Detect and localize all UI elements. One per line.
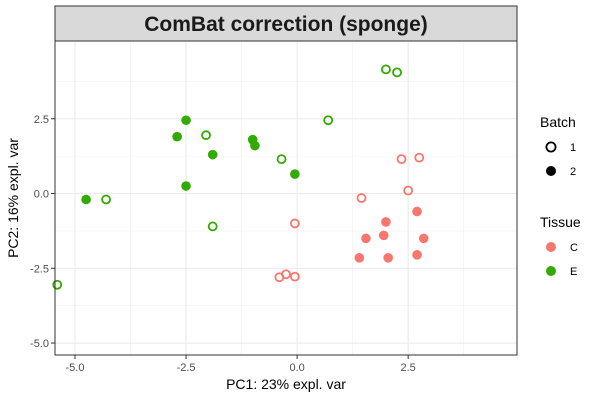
data-point [101, 194, 111, 205]
data-point [207, 221, 218, 232]
legend-label-batch-2: 2 [570, 166, 576, 178]
legend-key-tissue-e [546, 266, 556, 276]
data-point [207, 149, 218, 160]
data-point [172, 131, 182, 142]
data-point [201, 130, 211, 141]
data-point [418, 233, 429, 244]
x-tick-label: 0.0 [289, 362, 304, 374]
data-point [250, 140, 260, 151]
x-tick-label: -2.5 [177, 362, 196, 374]
y-tick-label: 0.0 [34, 189, 49, 201]
legend-label-tissue-c: C [570, 242, 578, 254]
data-point [381, 64, 391, 75]
x-axis-title: PC1: 23% expl. var [226, 376, 346, 392]
data-point [181, 181, 191, 191]
data-point [396, 154, 407, 165]
plot-panel [54, 40, 518, 356]
data-point [412, 250, 422, 260]
data-point [289, 218, 300, 229]
data-points [52, 64, 429, 290]
y-tick-label: -5.0 [30, 338, 49, 350]
legend-title-tissue: Tissue [540, 214, 581, 230]
data-point [412, 206, 422, 217]
data-point [361, 233, 371, 244]
data-point [181, 115, 191, 126]
data-point [52, 279, 63, 290]
y-axis-ticks: -5.0 -2.5 0.0 2.5 [30, 114, 55, 350]
data-point [356, 193, 367, 203]
legend-label-tissue-e: E [570, 266, 577, 278]
y-axis-title: PC2: 16% expl. var [5, 138, 21, 258]
data-point [289, 271, 300, 282]
data-point [323, 115, 334, 126]
legend-key-tissue-c [546, 242, 556, 252]
data-point [276, 154, 287, 165]
y-tick-label: 2.5 [34, 114, 49, 126]
data-point [290, 169, 300, 179]
legend: Batch 1 2 Tissue C E [540, 114, 581, 278]
data-point [392, 67, 402, 78]
x-tick-label: -5.0 [66, 362, 85, 374]
data-point [403, 185, 414, 196]
x-tick-label: 2.5 [401, 362, 416, 374]
data-point [378, 230, 389, 241]
chart-title: ComBat correction (sponge) [144, 13, 428, 36]
y-tick-label: -2.5 [30, 263, 49, 275]
data-point [383, 253, 393, 263]
legend-label-batch-1: 1 [570, 142, 576, 154]
data-point [354, 253, 365, 263]
grid-lines [55, 41, 517, 355]
data-point [81, 194, 91, 205]
data-point [414, 152, 425, 163]
title-strip [54, 5, 518, 42]
legend-key-batch-2 [546, 166, 556, 176]
legend-title-batch: Batch [540, 114, 576, 130]
data-point [381, 217, 391, 227]
data-point [274, 272, 285, 283]
legend-key-batch-1 [545, 141, 557, 153]
x-axis-ticks: -5.0 -2.5 0.0 2.5 [66, 355, 416, 374]
